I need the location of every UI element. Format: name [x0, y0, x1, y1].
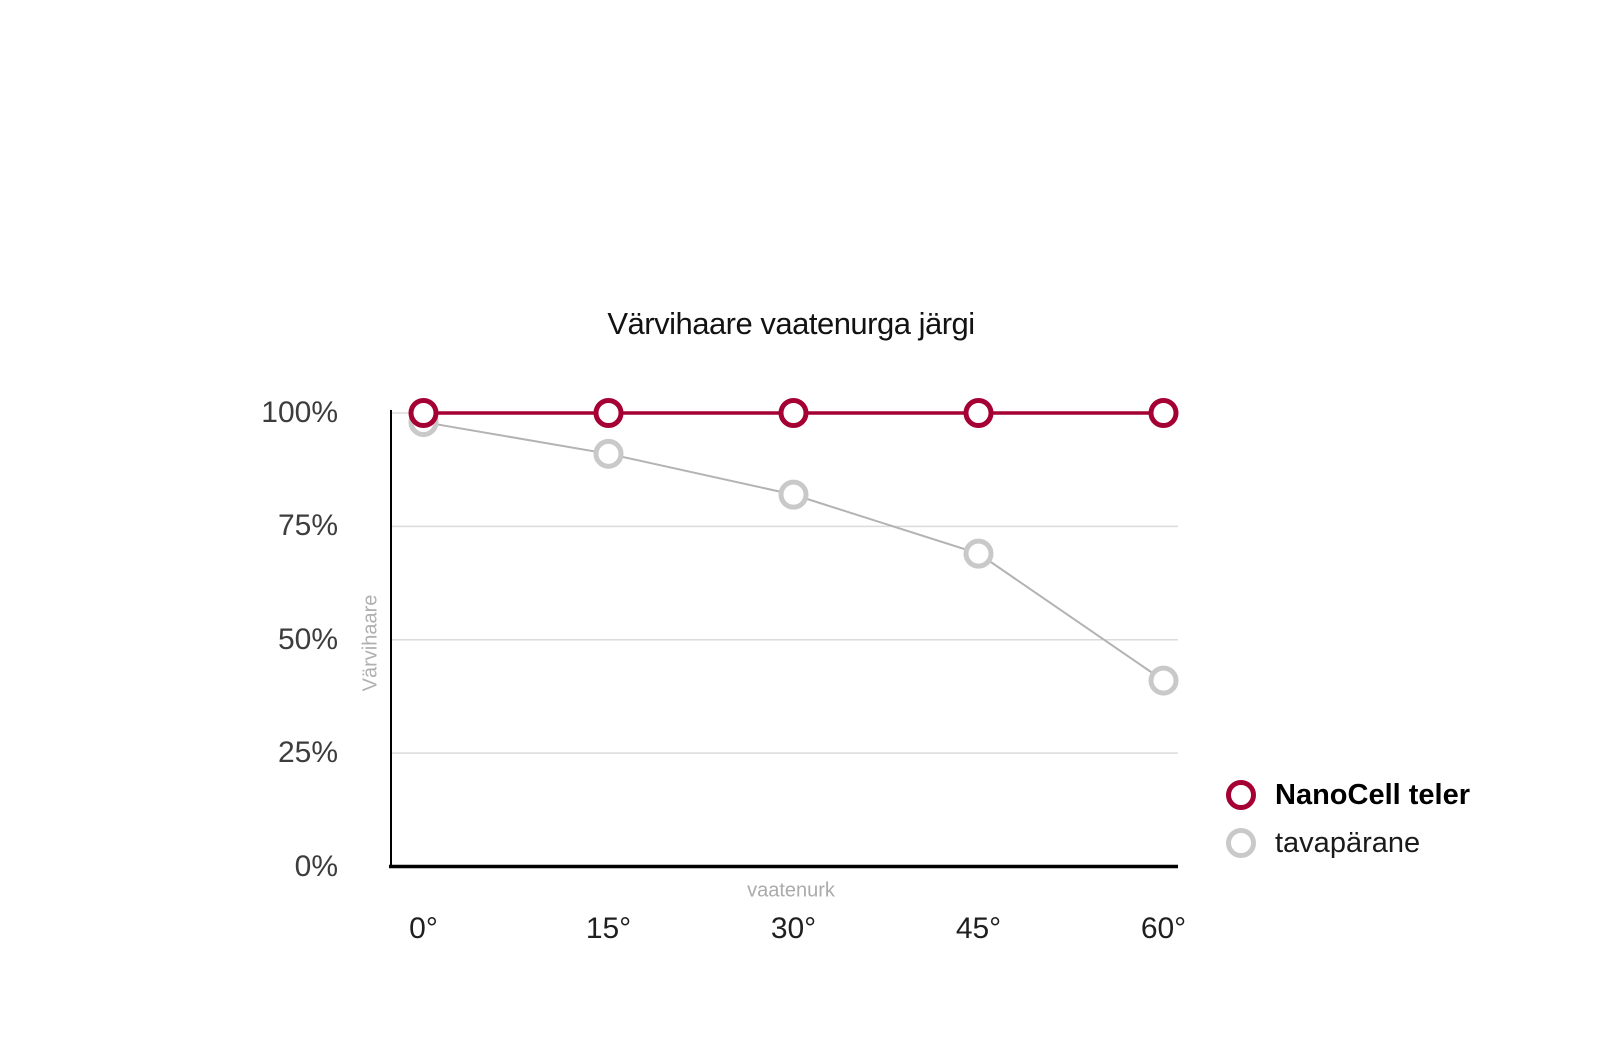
y-tick-label: 25% — [277, 736, 338, 770]
x-tick-label: 0° — [409, 912, 438, 945]
x-tick-label: 45° — [955, 912, 1002, 945]
tavaparane-series-marker-icon — [1226, 828, 1256, 858]
legend-label-tavaparane: tavapärane — [1275, 826, 1421, 859]
x-tick-label: 15° — [585, 912, 632, 945]
chart-legend: NanoCell teler tavapärane — [1226, 778, 1470, 876]
legend-item-nanocell-teler: NanoCell teler — [1226, 778, 1470, 811]
y-tick-label: 0% — [294, 849, 338, 883]
y-axis-title: Värvihaare — [359, 594, 382, 692]
y-tick-label: 100% — [261, 396, 338, 429]
chart-title: Värvihaare vaatenurga järgi — [607, 306, 975, 341]
y-tick-label: 75% — [277, 509, 338, 543]
y-tick-label: 50% — [277, 622, 338, 656]
x-tick-label: 60° — [1140, 912, 1187, 945]
x-tick-label: 30° — [770, 912, 817, 945]
legend-label-nanocell: NanoCell teler — [1275, 778, 1470, 811]
x-axis-title: vaatenurk — [747, 879, 835, 902]
legend-item-tavaparane: tavapärane — [1226, 826, 1470, 859]
nanocell-series-marker-icon — [1226, 780, 1256, 810]
